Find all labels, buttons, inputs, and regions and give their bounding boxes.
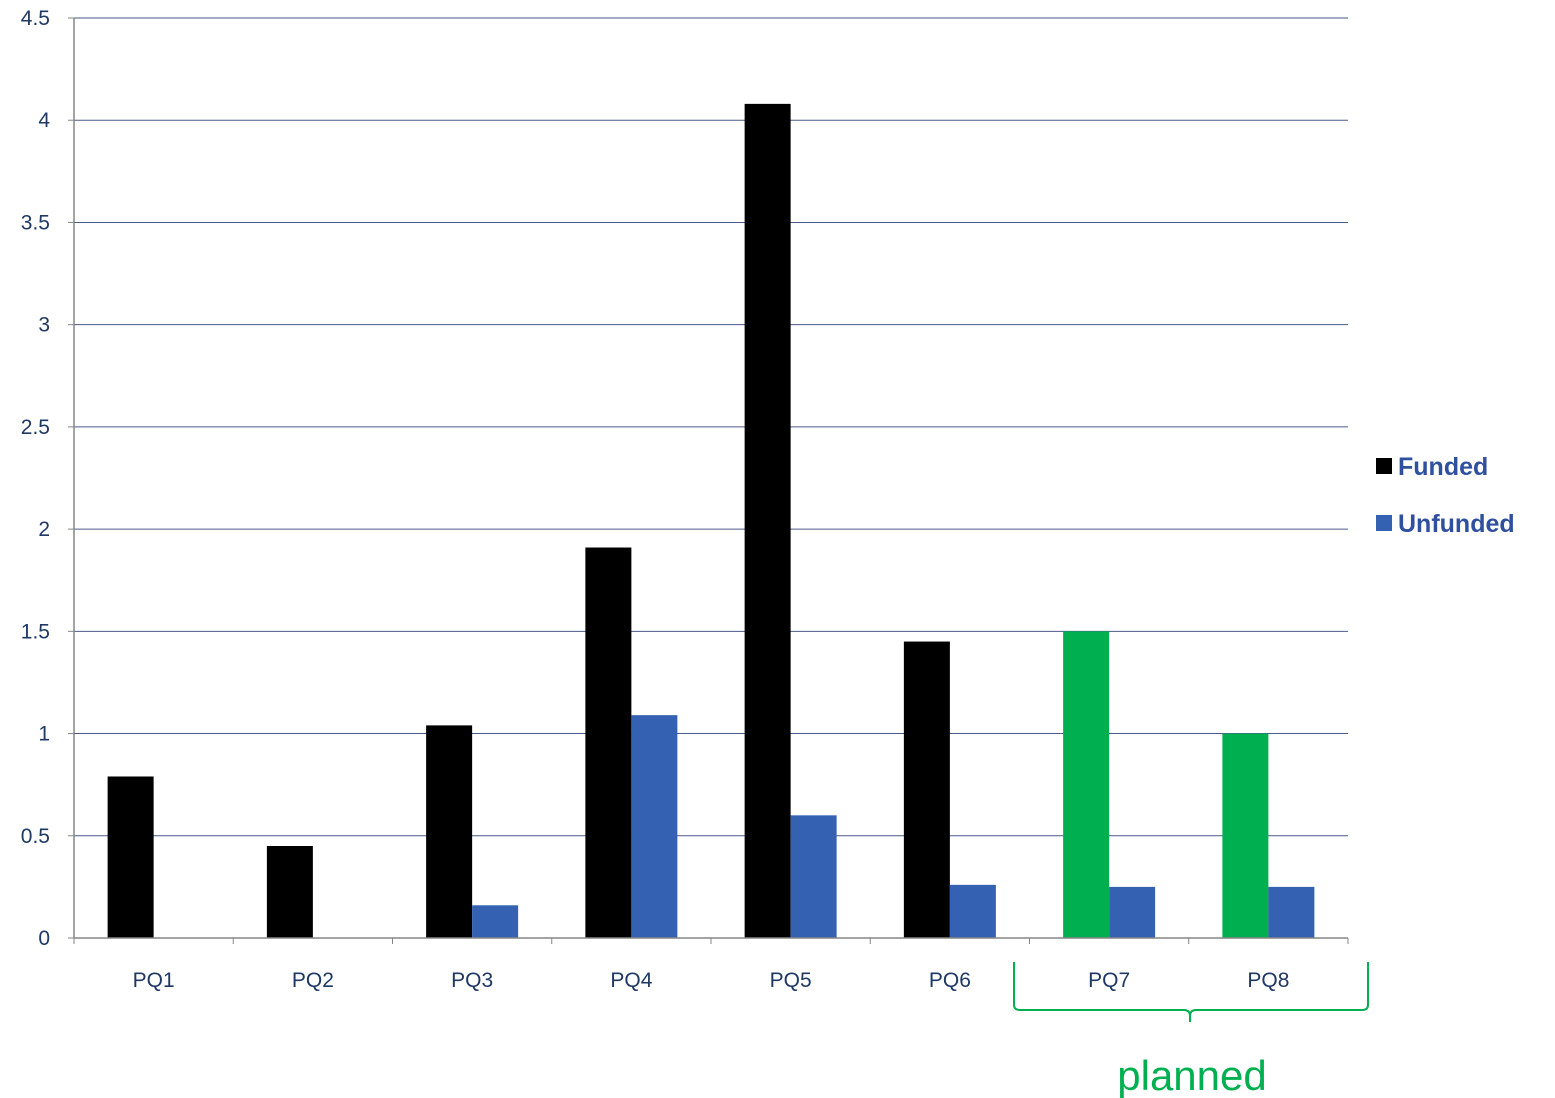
legend-swatch-funded — [1376, 458, 1392, 474]
legend-label-unfunded: Unfunded — [1398, 510, 1515, 538]
bar-funded-pq3 — [426, 725, 473, 938]
x-tick-labels: PQ1 PQ2 PQ3 PQ4 PQ5 PQ6 PQ7 PQ8 — [133, 969, 1290, 992]
axes — [68, 17, 1349, 944]
y-tick-labels: 0 0.5 1 1.5 2 2.5 3 3.5 4 4.5 — [21, 7, 51, 950]
x-tick-label-pq8: PQ8 — [1247, 969, 1289, 992]
y-tick-label: 0 — [38, 927, 50, 950]
bar-unfunded-pq7 — [1109, 886, 1156, 938]
planned-annotation: planned — [1013, 962, 1369, 1098]
y-tick-label: 3 — [38, 314, 50, 337]
y-tick-label: 0.5 — [21, 825, 50, 848]
x-tick-label-pq3: PQ3 — [451, 969, 493, 992]
legend-label-funded: Funded — [1398, 453, 1488, 481]
bar-unfunded-pq6 — [949, 884, 996, 938]
bar-funded-pq1 — [107, 776, 154, 938]
x-tick-label-pq5: PQ5 — [770, 969, 812, 992]
grid-lines — [74, 17, 1348, 837]
y-tick-label: 4 — [38, 109, 50, 132]
x-tick-label-pq6: PQ6 — [929, 969, 971, 992]
y-tick-label: 4.5 — [21, 7, 50, 30]
planned-label: planned — [1117, 1052, 1266, 1098]
bar-unfunded-pq5 — [790, 815, 837, 938]
x-tick-label-pq7: PQ7 — [1088, 969, 1130, 992]
planned-brace — [1013, 962, 1369, 1022]
bar-unfunded-pq8 — [1268, 886, 1315, 938]
legend: Funded Unfunded — [1376, 453, 1515, 538]
bar-funded-pq5 — [744, 103, 791, 938]
bar-unfunded-pq3 — [472, 905, 519, 938]
legend-item-unfunded: Unfunded — [1376, 510, 1515, 538]
y-tick-label: 1 — [38, 723, 50, 746]
y-tick-label: 1.5 — [21, 620, 50, 643]
y-tick-label: 2 — [38, 518, 50, 541]
x-tick-label-pq1: PQ1 — [133, 969, 175, 992]
y-tick-label: 3.5 — [21, 211, 50, 234]
y-tick-label: 2.5 — [21, 416, 50, 439]
bar-funded-pq7 — [1063, 631, 1110, 938]
legend-item-funded: Funded — [1376, 453, 1488, 481]
bar-funded-pq4 — [585, 547, 632, 938]
bar-funded-pq8 — [1222, 733, 1269, 938]
bars — [107, 103, 1315, 938]
bar-funded-pq2 — [266, 846, 313, 938]
legend-swatch-unfunded — [1376, 515, 1392, 531]
x-tick-label-pq2: PQ2 — [292, 969, 334, 992]
bar-unfunded-pq4 — [631, 715, 678, 938]
bar-funded-pq6 — [903, 641, 950, 938]
x-tick-label-pq4: PQ4 — [610, 969, 652, 992]
